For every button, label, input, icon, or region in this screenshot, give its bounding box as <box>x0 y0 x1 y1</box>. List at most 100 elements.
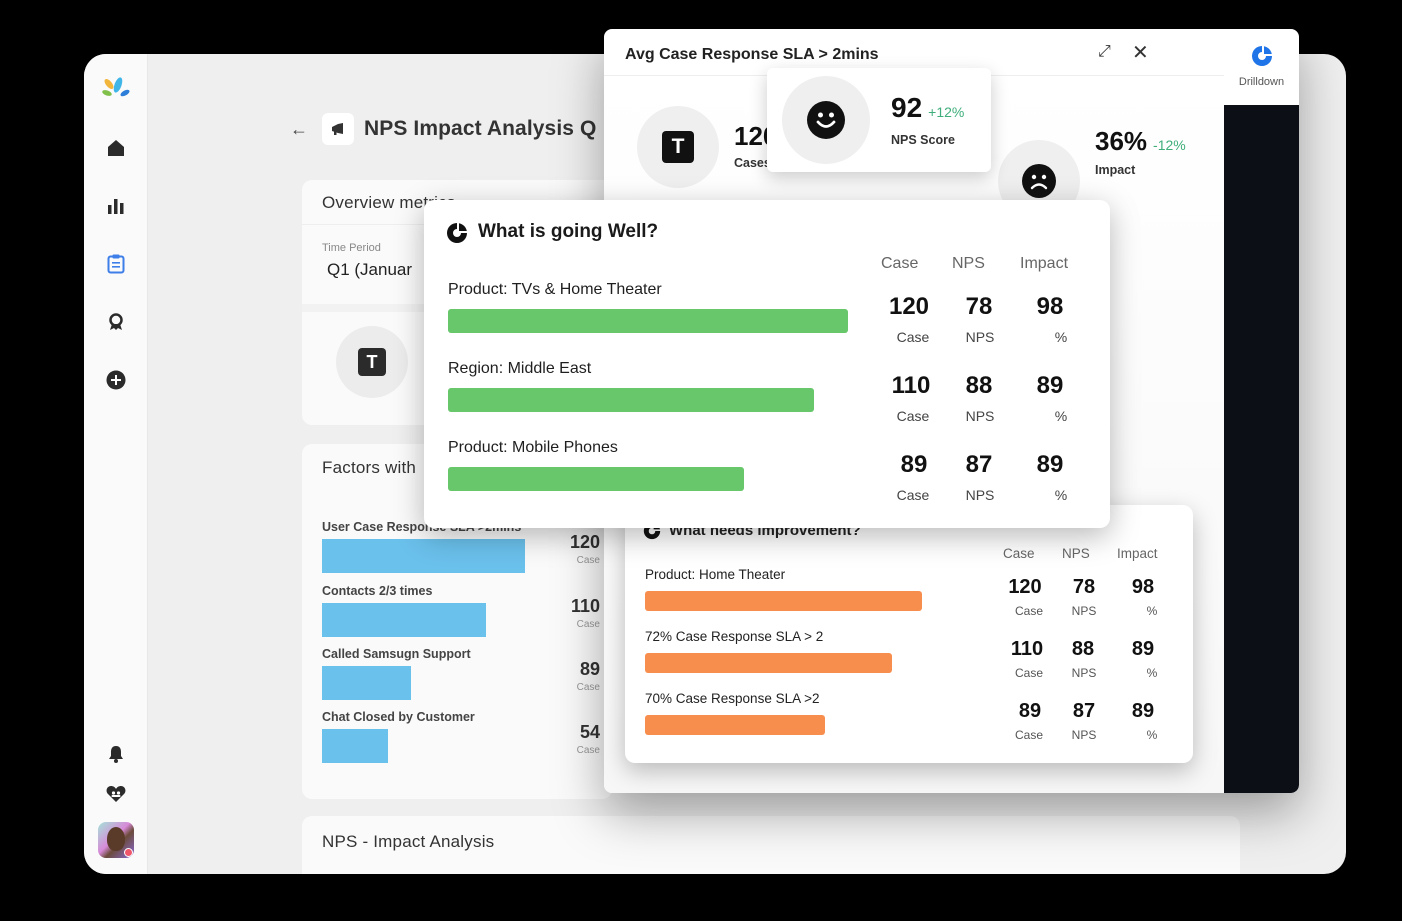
plus-circle-icon[interactable] <box>104 368 128 392</box>
bell-icon[interactable] <box>104 742 128 766</box>
row-bar <box>448 309 848 333</box>
heart-people-icon[interactable] <box>104 782 128 806</box>
improvement-row[interactable]: Product: Home Theater 120 Case 78 NPS 98… <box>625 567 1193 627</box>
clipboard-icon[interactable] <box>104 252 128 276</box>
brand-logo-icon[interactable] <box>100 76 132 100</box>
impact-value-row: 36% -12% <box>1095 126 1186 157</box>
improvement-row[interactable]: 70% Case Response SLA >2 89 Case 87 NPS … <box>625 691 1193 751</box>
nps-value: 88 <box>965 372 993 399</box>
factor-value: 120 <box>569 532 600 552</box>
nps-value: 78 <box>1072 576 1096 598</box>
nps-value: 78 <box>965 293 993 320</box>
going-well-title: What is going Well? <box>478 221 659 242</box>
case-unit: Case <box>896 408 930 424</box>
nps-unit: NPS <box>1071 666 1097 680</box>
factor-value: 110 <box>570 596 600 616</box>
impact-unit: % <box>1146 728 1158 742</box>
avatar-face <box>107 827 125 851</box>
sad-face-icon <box>1022 164 1056 198</box>
column-header-case: Case <box>1003 546 1035 561</box>
case-value: 120 <box>1008 576 1042 598</box>
factor-row[interactable]: Chat Closed by Customer 54 Case <box>322 710 612 770</box>
factor-row[interactable]: User Case Response SLA >2mins 120 Case <box>322 520 612 580</box>
drilldown-rail: Drilldown <box>1224 29 1299 793</box>
nps-value: 88 <box>1071 638 1095 660</box>
row-label: Product: TVs & Home Theater <box>448 281 662 298</box>
page-title: NPS Impact Analysis Q <box>364 117 597 140</box>
factor-value: 89 <box>579 659 600 679</box>
impact-value: 98 <box>1131 576 1155 598</box>
megaphone-icon <box>322 113 354 145</box>
close-icon[interactable]: ✕ <box>1132 42 1149 64</box>
time-period-label: Time Period <box>322 242 381 254</box>
cases-stat-circle: T <box>637 106 719 188</box>
drilldown-title: Avg Case Response SLA > 2mins <box>625 46 879 63</box>
expand-icon[interactable]: ⤢ <box>1098 43 1111 60</box>
t-letter-icon: T <box>662 131 694 163</box>
row-bar <box>645 591 922 611</box>
impact-value: 89 <box>1131 638 1155 660</box>
factor-value: 54 <box>579 722 600 742</box>
column-header-impact: Impact <box>1117 546 1158 561</box>
t-letter-icon: T <box>358 348 386 376</box>
nps-unit: NPS <box>1071 728 1097 742</box>
impact-value: 89 <box>1131 700 1155 722</box>
impact-value: 98 <box>1036 293 1064 320</box>
row-label: Product: Mobile Phones <box>448 439 618 456</box>
case-unit: Case <box>1014 666 1043 680</box>
status-dot <box>124 848 133 857</box>
nps-unit: NPS <box>965 408 995 424</box>
row-label: 72% Case Response SLA > 2 <box>645 629 824 644</box>
factor-bar <box>322 603 486 637</box>
factor-unit: Case <box>576 682 600 693</box>
factor-unit: Case <box>576 555 600 566</box>
case-unit: Case <box>896 329 930 345</box>
impact-unit: % <box>1054 408 1068 424</box>
going-well-row[interactable]: Product: TVs & Home Theater 120 Case 78 … <box>424 281 1110 359</box>
row-bar <box>448 388 814 412</box>
going-well-row[interactable]: Region: Middle East 110 Case 88 NPS 89 % <box>424 360 1110 438</box>
nps-unit: NPS <box>965 487 995 503</box>
sidebar <box>84 54 148 874</box>
factor-bar <box>322 539 525 573</box>
case-value: 89 <box>1018 700 1042 722</box>
column-header-case: Case <box>881 255 919 272</box>
case-value: 110 <box>1010 638 1044 660</box>
row-label: 70% Case Response SLA >2 <box>645 691 820 706</box>
column-header-nps: NPS <box>952 255 985 272</box>
case-value: 110 <box>891 372 931 399</box>
factor-bar <box>322 666 411 700</box>
cases-label: Cases <box>734 156 771 170</box>
improvement-row[interactable]: 72% Case Response SLA > 2 110 Case 88 NP… <box>625 629 1193 689</box>
impact-unit: % <box>1146 666 1158 680</box>
back-arrow-icon[interactable]: ← <box>290 118 308 139</box>
column-header-nps: NPS <box>1062 546 1090 561</box>
nps-impact-analysis-card: NPS - Impact Analysis <box>302 816 1240 874</box>
time-period-value[interactable]: Q1 (Januar <box>327 260 413 279</box>
factor-label: Contacts 2/3 times <box>322 584 433 598</box>
drilldown-pie-icon <box>1251 46 1272 66</box>
home-icon[interactable] <box>104 136 128 160</box>
avatar[interactable] <box>98 822 134 858</box>
factor-row[interactable]: Called Samsugn Support 89 Case <box>322 647 612 707</box>
case-value: 89 <box>900 451 928 478</box>
factor-row[interactable]: Contacts 2/3 times 110 Case <box>322 584 612 644</box>
drilldown-button[interactable]: Drilldown <box>1224 45 1299 88</box>
bar-chart-icon[interactable] <box>104 194 128 218</box>
impact-unit: % <box>1146 604 1158 618</box>
award-icon[interactable] <box>104 310 128 334</box>
factor-bar <box>322 729 388 763</box>
impact-delta: -12% <box>1153 137 1186 153</box>
row-bar <box>645 653 892 673</box>
going-well-row[interactable]: Product: Mobile Phones 89 Case 87 NPS 89… <box>424 439 1110 517</box>
drilldown-label: Drilldown <box>1238 76 1285 88</box>
impact-unit: % <box>1054 329 1068 345</box>
factor-label: Called Samsugn Support <box>322 647 471 661</box>
impact-value: 89 <box>1036 372 1064 399</box>
factor-unit: Case <box>576 619 600 630</box>
needs-improvement-card: What needs improvement? Case NPS Impact … <box>625 505 1193 763</box>
factors-title: Factors with <box>322 458 417 477</box>
nps-label: NPS Score <box>891 133 955 147</box>
nps-delta: +12% <box>928 104 965 120</box>
row-label: Region: Middle East <box>448 360 592 377</box>
